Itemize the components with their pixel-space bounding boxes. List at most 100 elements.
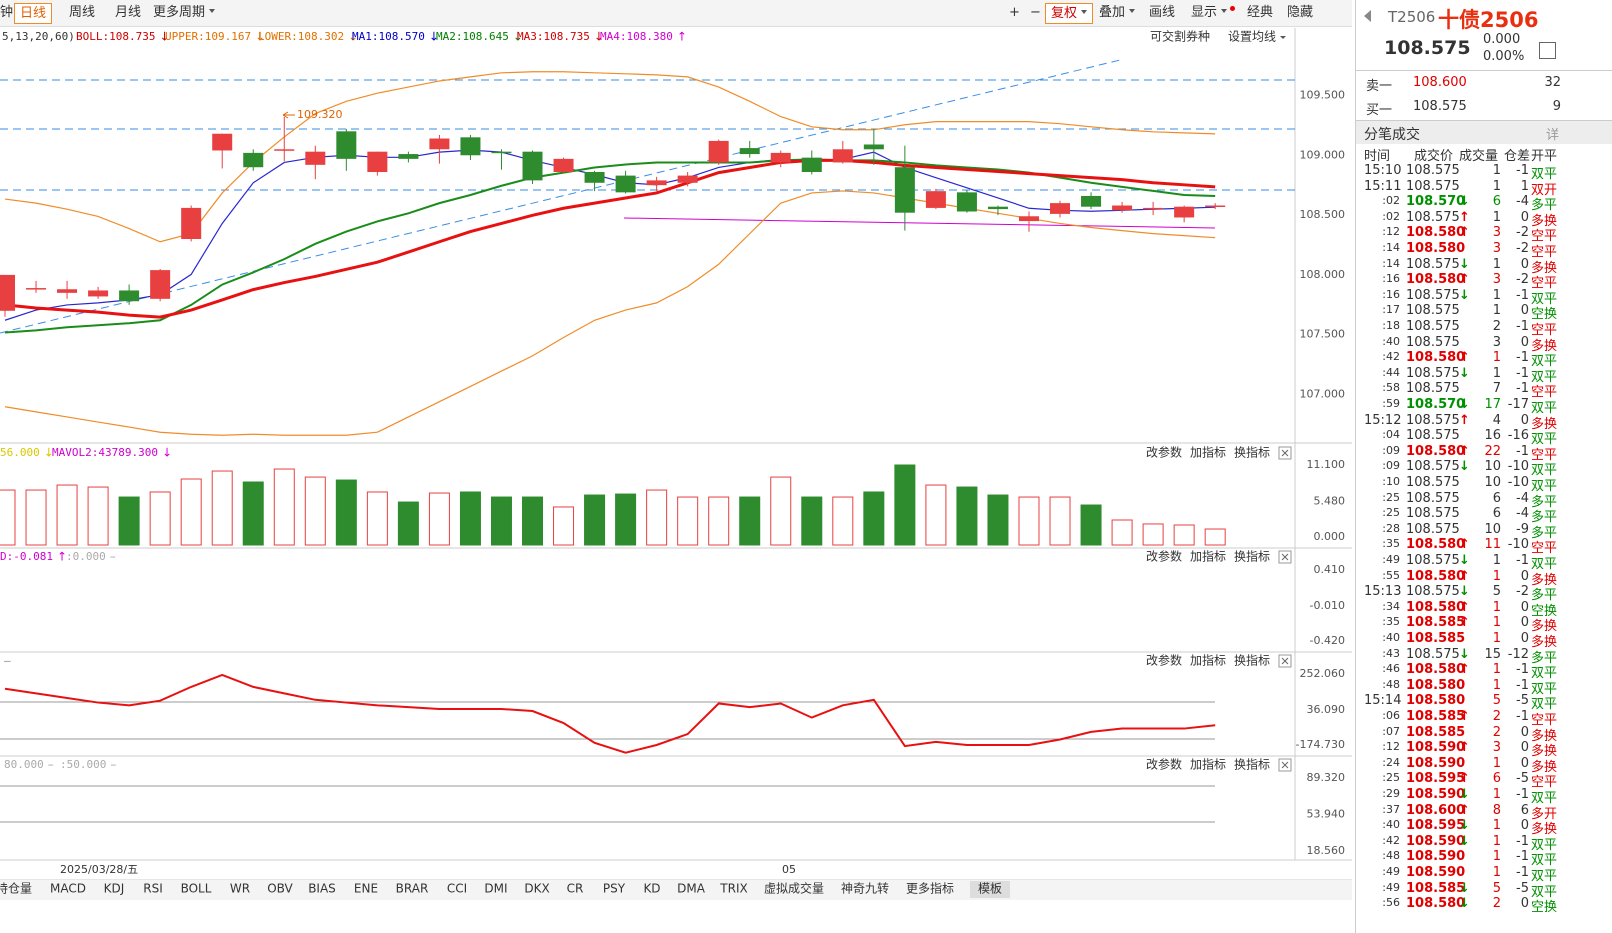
trade-diff: -17: [1507, 397, 1529, 412]
link[interactable]: 设置均线: [1228, 30, 1276, 44]
trade-type: 多换: [1531, 572, 1558, 588]
legend-arrow: ↓: [429, 30, 439, 44]
trade-type: 双平: [1531, 837, 1558, 853]
trade-volume: 6: [1492, 490, 1501, 506]
panel-button[interactable]: 加指标: [1190, 653, 1226, 668]
trade-arrow: ↓: [1459, 880, 1470, 896]
book-label: 卖一: [1366, 79, 1393, 94]
prev-button[interactable]: [1364, 10, 1371, 22]
tab[interactable]: 神奇九转: [841, 881, 889, 896]
panel-button[interactable]: 换指标: [1234, 757, 1270, 772]
trade-volume: 5: [1492, 880, 1501, 896]
tab-active: [970, 881, 1010, 898]
panel-button[interactable]: 加指标: [1190, 445, 1226, 460]
toolbar-button[interactable]: −: [1030, 5, 1041, 20]
trade-type: 多换: [1531, 728, 1558, 744]
toolbar-button[interactable]: 日线: [14, 3, 53, 24]
tab[interactable]: PSY: [603, 882, 626, 896]
trade-time: :34: [1382, 599, 1400, 613]
trade-time: :56: [1382, 896, 1400, 910]
trade-volume: 3: [1492, 225, 1501, 241]
tab[interactable]: RSI: [143, 882, 163, 896]
toolbar-button[interactable]: 周线: [69, 5, 96, 20]
toolbar-button[interactable]: 隐藏: [1287, 5, 1314, 20]
tab[interactable]: KD: [643, 882, 660, 896]
trade-arrow: ↓: [1459, 818, 1470, 834]
trade-diff: 0: [1520, 740, 1529, 756]
toolbar-button[interactable]: 月线: [115, 5, 142, 20]
trade-price: 108.575: [1406, 319, 1460, 334]
trade-type: 多换: [1531, 213, 1558, 229]
trade-diff: 0: [1520, 256, 1529, 272]
volume-bar: [366, 491, 388, 546]
last-price: 108.575: [1384, 37, 1471, 59]
quote-panel: T2506 十债2506 108.575 0.000 0.00% 卖一 108.600 32 买…: [1355, 0, 1612, 933]
trade-type: 双平: [1531, 791, 1558, 806]
candle-body: [832, 149, 853, 163]
trade-time: 15:13: [1364, 584, 1402, 600]
tab[interactable]: 更多指标: [906, 881, 954, 896]
tab[interactable]: TRIX: [719, 882, 747, 896]
toolbar-button[interactable]: +: [1009, 5, 1020, 20]
candle-body: [584, 172, 605, 183]
tab[interactable]: KDJ: [104, 882, 125, 896]
trade-type: 双平: [1531, 479, 1558, 494]
toolbar-button[interactable]: 更多周期: [148, 3, 220, 22]
toolbar-button[interactable]: 叠加: [1094, 3, 1140, 22]
tab[interactable]: ENE: [354, 882, 378, 896]
volume-bar: [1018, 496, 1040, 546]
panel-button[interactable]: 加指标: [1190, 549, 1226, 564]
trade-arrow: ↑: [1459, 537, 1470, 553]
tab[interactable]: DMA: [677, 882, 706, 896]
toolbar-button[interactable]: 钟: [0, 5, 14, 20]
volume-bar: [87, 486, 109, 546]
trade-diff: -12: [1507, 646, 1529, 662]
volume-bar: [118, 496, 140, 546]
trend-line: [0, 59, 1121, 334]
trade-price: 108.570: [1406, 397, 1466, 412]
panel-button[interactable]: 改参数: [1146, 653, 1182, 668]
trade-diff: -2: [1516, 225, 1529, 241]
panel-button[interactable]: 换指标: [1234, 653, 1270, 668]
panel-button[interactable]: 换指标: [1234, 445, 1270, 460]
tab[interactable]: CCI: [447, 882, 467, 896]
panel-button[interactable]: 加指标: [1190, 757, 1226, 772]
toolbar-button[interactable]: 复权: [1045, 3, 1094, 24]
tab[interactable]: OBV: [267, 882, 293, 896]
tab[interactable]: MACD: [50, 882, 86, 896]
link[interactable]: 可交割券种: [1150, 29, 1210, 44]
toolbar-button[interactable]: 画线: [1149, 5, 1176, 20]
y-tick-label: 18.560: [1307, 844, 1346, 857]
trade-arrow: ↓: [1459, 365, 1470, 381]
trade-volume: 1: [1492, 755, 1501, 771]
tab[interactable]: 虚拟成交量: [764, 881, 824, 896]
trade-time: :40: [1382, 631, 1400, 644]
panel-button[interactable]: 换指标: [1234, 549, 1270, 564]
tab[interactable]: 模板: [978, 882, 1002, 896]
panel-button[interactable]: 改参数: [1146, 549, 1182, 564]
trade-price: 108.575: [1406, 553, 1460, 568]
tab[interactable]: BRAR: [396, 882, 429, 896]
detail-button[interactable]: 详: [1546, 128, 1560, 143]
tab[interactable]: DKX: [524, 882, 549, 896]
tab[interactable]: DMI: [484, 882, 507, 896]
column-header: 成交价: [1414, 149, 1454, 164]
trade-diff: 0: [1520, 412, 1529, 428]
toolbar-button[interactable]: 经典: [1247, 5, 1274, 20]
tab[interactable]: CR: [567, 882, 584, 896]
indicator-line: [4, 158, 1216, 319]
trade-price: 108.575: [1406, 428, 1460, 444]
toolbar: 钟日线 周线 月线 更多周期 + − 复权 叠加 画线 显示 经典 隐藏: [0, 0, 1352, 27]
book-price: 108.575: [1413, 99, 1467, 114]
trade-time: :25: [1382, 506, 1400, 520]
toolbar-button[interactable]: 显示: [1186, 3, 1232, 22]
tab[interactable]: 持仓量: [0, 881, 32, 896]
tab[interactable]: WR: [230, 882, 250, 896]
panel-button[interactable]: 改参数: [1146, 757, 1182, 772]
contract-name: 十债2506: [1438, 8, 1539, 32]
collapse-button[interactable]: [1539, 42, 1556, 59]
tab[interactable]: BIAS: [308, 882, 336, 896]
panel-button[interactable]: 改参数: [1146, 445, 1182, 460]
tab[interactable]: BOLL: [181, 882, 212, 896]
trade-volume: 2: [1492, 896, 1501, 912]
